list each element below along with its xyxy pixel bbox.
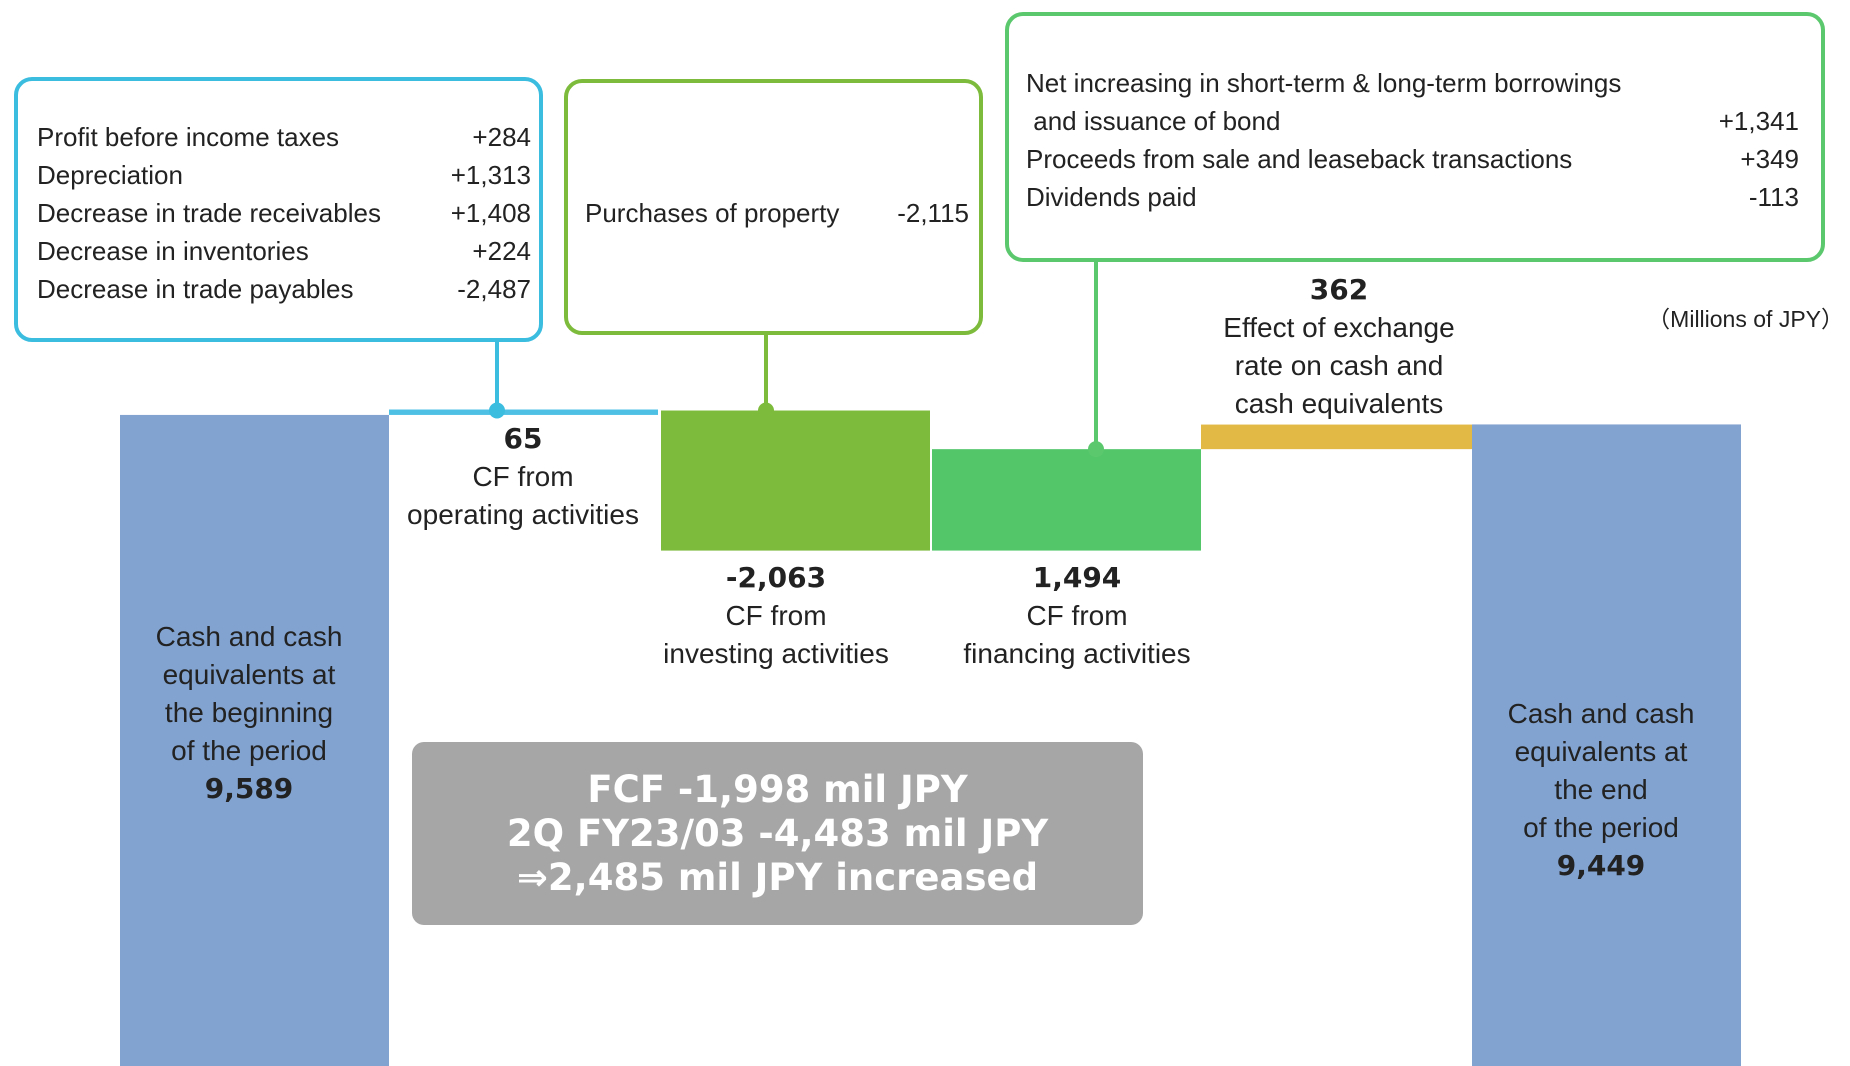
callout-box: Profit before income taxes +284 Depreciati… bbox=[14, 77, 543, 342]
category-label: CF from investing activities bbox=[663, 600, 889, 669]
category-label: CF from financing activities bbox=[963, 600, 1191, 669]
item-label: Dividends paid bbox=[1026, 182, 1197, 212]
value-label: -2,063 bbox=[725, 561, 827, 594]
category-label: Effect of exchange rate on cash and cash… bbox=[1223, 312, 1455, 419]
callout-box: Purchases of property -2,115 bbox=[564, 79, 983, 335]
item-label: Decrease in inventories bbox=[37, 236, 309, 266]
item-value: +1,341 bbox=[1718, 106, 1799, 136]
item-value: +224 bbox=[472, 236, 531, 266]
connector-dot bbox=[758, 402, 774, 419]
item-value: +1,408 bbox=[450, 198, 531, 228]
callout-row: Depreciation +1,313 bbox=[37, 156, 531, 194]
value-label: 362 bbox=[1309, 273, 1369, 306]
item-value: -2,487 bbox=[457, 274, 531, 304]
item-value: -2,115 bbox=[897, 198, 969, 228]
category-label: Cash and cash equivalents at the beginni… bbox=[155, 621, 343, 766]
bar bbox=[1201, 424, 1472, 450]
summary-line: ⇒2,485 mil JPY increased bbox=[516, 856, 1039, 899]
item-value: +284 bbox=[472, 122, 531, 152]
callout-row: Decrease in trade receivables +1,408 bbox=[37, 194, 531, 232]
bar bbox=[120, 414, 389, 1066]
item-label: Decrease in trade payables bbox=[37, 274, 354, 304]
unit-note: （Millions of JPY） bbox=[1647, 306, 1844, 332]
bar bbox=[661, 410, 930, 551]
category-label: Cash and cash equivalents at the end of … bbox=[1507, 698, 1695, 843]
callout-row: Decrease in inventories +224 bbox=[37, 232, 531, 270]
connector-dot bbox=[489, 402, 505, 419]
value-label: 1,494 bbox=[1032, 561, 1122, 594]
category-label: CF from operating activities bbox=[407, 461, 639, 530]
item-label: Decrease in trade receivables bbox=[37, 198, 381, 228]
bar bbox=[1472, 424, 1741, 1066]
item-label: Net increasing in short-term & long-term… bbox=[1026, 68, 1622, 136]
connector-dot bbox=[1088, 441, 1104, 458]
bar-label: Cash and cash equivalents at the end of … bbox=[1508, 695, 1695, 885]
item-label: Profit before income taxes bbox=[37, 122, 340, 152]
callout-row: Dividends paid -113 bbox=[1026, 178, 1799, 216]
value-label: 9,449 bbox=[1556, 849, 1646, 882]
value-label: 65 bbox=[503, 422, 543, 455]
callout-row: Profit before income taxes +284 bbox=[37, 118, 531, 156]
fcf-summary: FCF -1,998 mil JPY 2Q FY23/03 -4,483 mil … bbox=[412, 742, 1143, 925]
bar-label: 1,494 CF from financing activities bbox=[963, 559, 1190, 673]
item-label: Depreciation bbox=[37, 160, 183, 190]
item-value: +349 bbox=[1740, 144, 1799, 174]
bar bbox=[932, 449, 1201, 551]
value-label: 9,589 bbox=[204, 772, 294, 805]
item-value: +1,313 bbox=[450, 160, 531, 190]
summary-line: FCF -1,998 mil JPY bbox=[587, 768, 968, 811]
callout-row: Net increasing in short-term & long-term… bbox=[1026, 64, 1799, 140]
callout-row: Proceeds from sale and leaseback transac… bbox=[1026, 140, 1799, 178]
item-label: Purchases of property bbox=[585, 198, 840, 228]
bar-label: 65 CF from operating activities bbox=[407, 420, 639, 534]
bar-label: 362 Effect of exchange rate on cash and c… bbox=[1223, 271, 1454, 423]
callout-row: Purchases of property -2,115 bbox=[585, 194, 969, 232]
bar-label: -2,063 CF from investing activities bbox=[663, 559, 889, 673]
bar-label: Cash and cash equivalents at the beginni… bbox=[156, 618, 343, 808]
item-label: Proceeds from sale and leaseback transac… bbox=[1026, 144, 1573, 174]
callout-row: Decrease in trade payables -2,487 bbox=[37, 270, 531, 308]
bar bbox=[389, 410, 658, 415]
item-value: -113 bbox=[1748, 182, 1799, 212]
summary-line: 2Q FY23/03 -4,483 mil JPY bbox=[506, 812, 1049, 855]
callout-box: Net increasing in short-term & long-term… bbox=[1005, 12, 1825, 262]
